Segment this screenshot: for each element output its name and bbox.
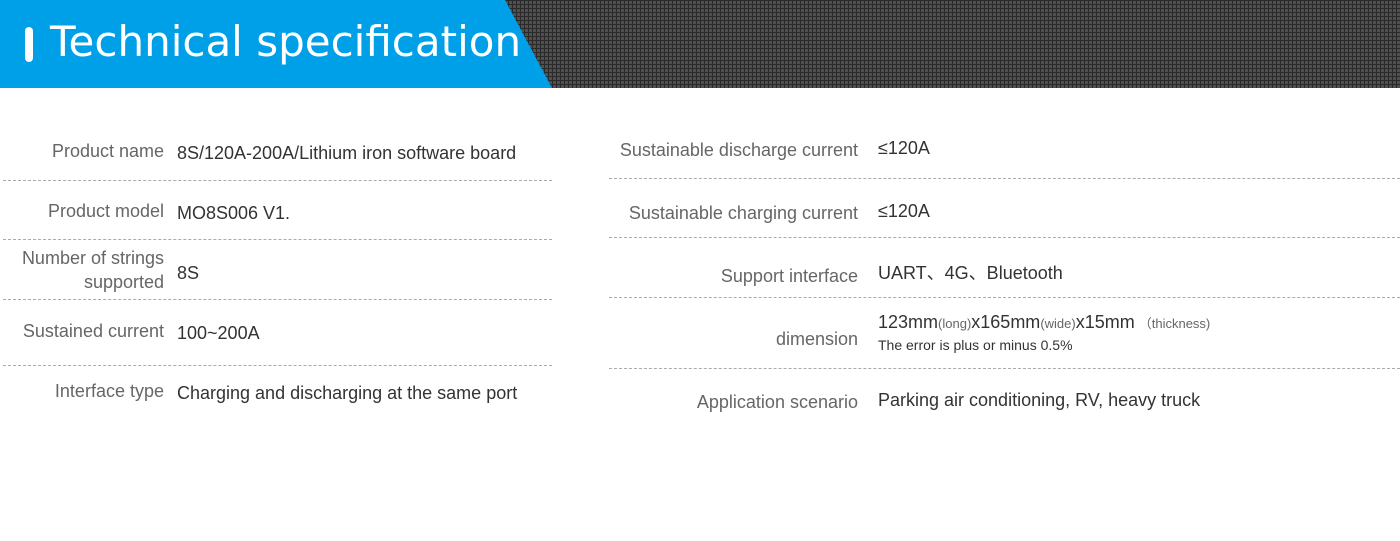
row-divider [609,368,1400,369]
spec-label: Sustained current [22,321,164,341]
spec-label: Interface type [54,381,164,401]
spec-label: Application scenario [696,392,858,412]
spec-value: ≤120A [878,201,930,221]
row-divider [609,178,1400,179]
spec-value: Charging and discharging at the same por… [177,383,518,403]
dim-length: 123mm [878,312,939,332]
spec-label: Support interface [720,266,858,286]
title-accent-bar [25,27,33,62]
dim-thickness: x15mm [1075,312,1135,332]
dimension-note: The error is plus or minus 0.5% [878,337,1073,353]
spec-value-dimension: 123mm(long)x165mm(wide)x15mm （thickness) … [878,310,1210,354]
dim-width-unit: (wide) [1040,316,1076,331]
spec-value: ≤120A [878,138,930,158]
spec-value: 8S/120A-200A/Lithium iron software board [177,143,517,163]
dim-length-unit: (long) [938,316,972,331]
page-title: Technical specification [50,17,522,66]
row-divider [609,237,1400,238]
spec-label: dimension [775,329,858,349]
spec-label: Product name [51,141,164,161]
spec-label: Sustainable charging current [628,203,858,223]
row-divider [3,180,552,181]
spec-value: 100~200A [177,323,260,343]
spec-label: Product model [47,201,164,221]
row-divider [3,365,552,366]
spec-value: UART、4G、Bluetooth [878,263,1063,283]
header-banner: Technical specification [0,0,1400,88]
row-divider [3,239,552,240]
title-background [0,0,552,88]
spec-value: 8S [177,263,200,283]
dim-width: x165mm [971,312,1041,332]
spec-label: Number of strings supported [21,248,164,292]
dim-thickness-unit: （thickness) [1138,316,1211,331]
row-divider [609,297,1400,298]
spec-value: MO8S006 V1. [177,203,291,223]
spec-label: Sustainable discharge current [619,140,858,160]
spec-value: Parking air conditioning, RV, heavy truc… [878,390,1201,410]
row-divider [3,299,552,300]
